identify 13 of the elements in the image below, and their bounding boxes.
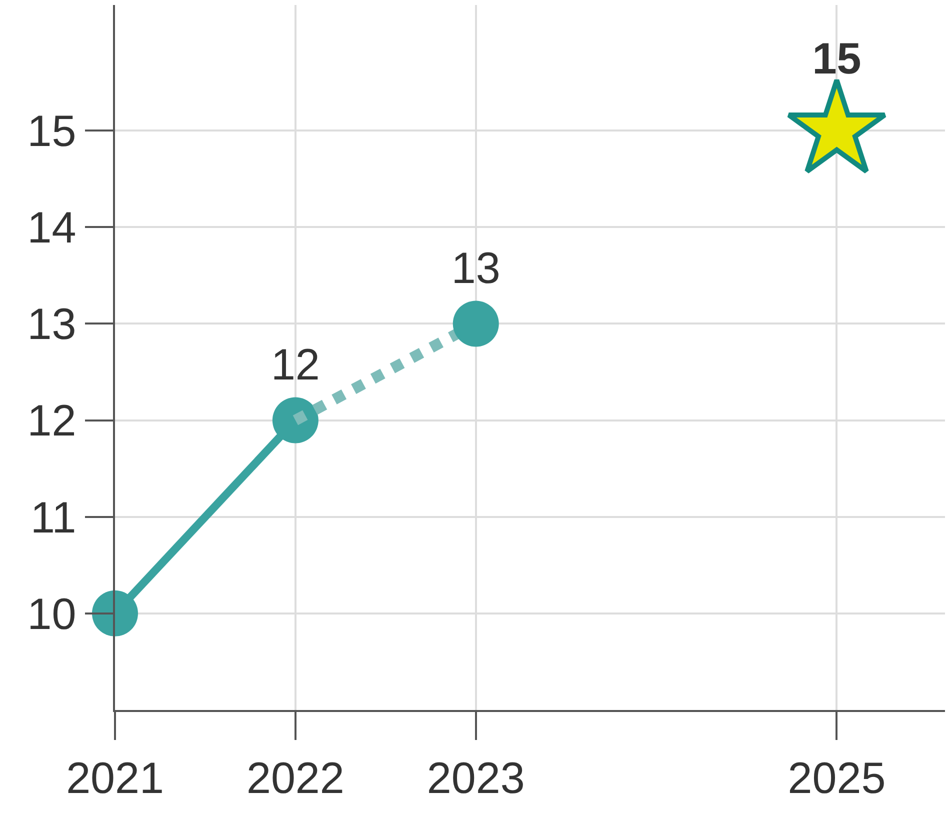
- x-tick-label: 2022: [246, 754, 344, 803]
- y-tick-label: 10: [27, 590, 76, 639]
- data-label: 13: [451, 244, 500, 293]
- data-label: 12: [270, 340, 320, 390]
- y-tick-label: 14: [27, 204, 76, 253]
- x-tick-label: 2023: [426, 754, 525, 803]
- data-label: 15: [812, 34, 862, 84]
- x-tick-label: 2021: [66, 754, 164, 803]
- y-tick-label: 11: [30, 493, 76, 542]
- x-tick-label: 2025: [788, 754, 886, 803]
- y-tick-label: 15: [27, 106, 76, 156]
- y-tick-label: 12: [27, 396, 76, 446]
- y-tick-label: 13: [27, 300, 76, 350]
